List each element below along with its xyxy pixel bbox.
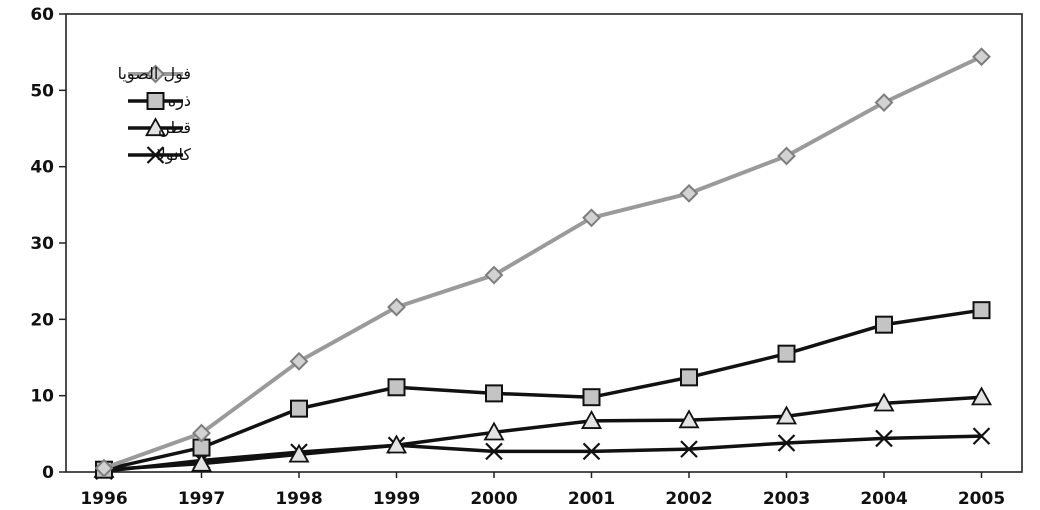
x-tick-label: 2003: [763, 489, 810, 509]
y-tick-label: 50: [30, 81, 54, 101]
series-line: [103, 395, 982, 472]
data-point-diamond: [192, 423, 211, 443]
legend-item: ذره: [128, 91, 191, 111]
data-point-square: [972, 301, 991, 320]
x-tick-label: 1997: [178, 489, 225, 509]
y-tick-label: 60: [30, 5, 54, 25]
data-point-x-stroke: [875, 429, 893, 448]
data-point-x: [875, 429, 893, 448]
data-point-diamond: [387, 297, 406, 317]
legend-item: قطن: [128, 117, 191, 138]
data-point-diamond: [679, 183, 699, 203]
data-point-diamond: [582, 208, 601, 228]
data-point-triangle: [873, 392, 895, 412]
y-axis-ticks: 0 10 20 30 40 50 60: [30, 5, 66, 483]
legend-item: كانولا: [128, 145, 191, 165]
y-tick-label: 40: [30, 158, 54, 178]
series-line: [103, 434, 982, 473]
data-point-x: [582, 442, 601, 461]
data-point-diamond: [972, 47, 991, 67]
legend-label: فول الصويا: [118, 64, 191, 84]
legend-label: ذره: [168, 91, 191, 111]
x-tick-label: 2002: [665, 489, 712, 509]
data-point-x-stroke: [972, 427, 991, 445]
data-point-triangle: [190, 452, 213, 472]
data-point-diamond: [146, 64, 165, 84]
data-point-triangle: [678, 409, 700, 429]
x-tick-label: 1999: [373, 489, 420, 509]
data-point-triangle: [970, 386, 993, 406]
data-point-square: [777, 344, 796, 363]
data-point-triangle: [385, 434, 408, 454]
series-diamond: [94, 47, 991, 478]
data-point-x-stroke: [582, 442, 601, 461]
x-tick-label: 1998: [275, 489, 322, 509]
data-point-triangle: [775, 405, 798, 425]
data-point-x-stroke: [680, 440, 698, 458]
series-line: [103, 308, 982, 472]
data-point-x-stroke: [146, 146, 165, 164]
data-point-diamond: [484, 265, 504, 285]
x-axis-ticks: 1996 1997 1998 1999 2000 2001 2002 2003 2004 2005: [80, 472, 1005, 509]
data-point-diamond: [874, 93, 894, 112]
legend-label: قطن: [158, 118, 191, 138]
x-tick-label: 2004: [860, 489, 907, 509]
x-tick-label: 1996: [80, 489, 127, 509]
x-tick-label: 2001: [568, 489, 615, 509]
data-point-triangle: [580, 410, 603, 429]
data-point-x-stroke: [777, 434, 796, 452]
data-point-square: [146, 92, 165, 110]
data-point-square: [875, 315, 893, 334]
legend-item: فول الصويا: [118, 64, 191, 84]
data-point-x: [485, 442, 503, 461]
data-point-triangle: [483, 421, 505, 441]
data-point-square: [680, 368, 698, 387]
data-point-square: [582, 388, 601, 407]
data-point-x: [680, 440, 698, 458]
series-group: [93, 47, 993, 481]
data-point-x-stroke: [485, 442, 503, 461]
legend: فول الصويا ذره قطن كانولا: [118, 64, 192, 165]
data-point-x: [146, 146, 165, 164]
y-tick-label: 30: [30, 234, 54, 254]
data-point-square: [387, 378, 406, 397]
data-point-square: [290, 399, 308, 418]
data-point-square: [485, 384, 503, 403]
y-tick-label: 0: [42, 463, 54, 483]
data-point-diamond: [289, 351, 309, 371]
series-square: [95, 301, 991, 479]
data-point-x: [972, 427, 991, 445]
series-line: [103, 54, 983, 471]
data-point-diamond: [777, 146, 796, 166]
x-tick-label: 2000: [470, 489, 517, 509]
data-point-triangle: [144, 117, 167, 137]
series-triangle: [93, 386, 993, 478]
y-tick-label: 20: [30, 310, 54, 330]
y-tick-label: 10: [30, 387, 54, 407]
data-point-x: [777, 434, 796, 452]
legend-label: كانولا: [157, 145, 192, 165]
x-tick-label: 2005: [958, 489, 1005, 509]
data-point-triangle: [288, 443, 310, 463]
data-point-diamond: [94, 458, 114, 478]
